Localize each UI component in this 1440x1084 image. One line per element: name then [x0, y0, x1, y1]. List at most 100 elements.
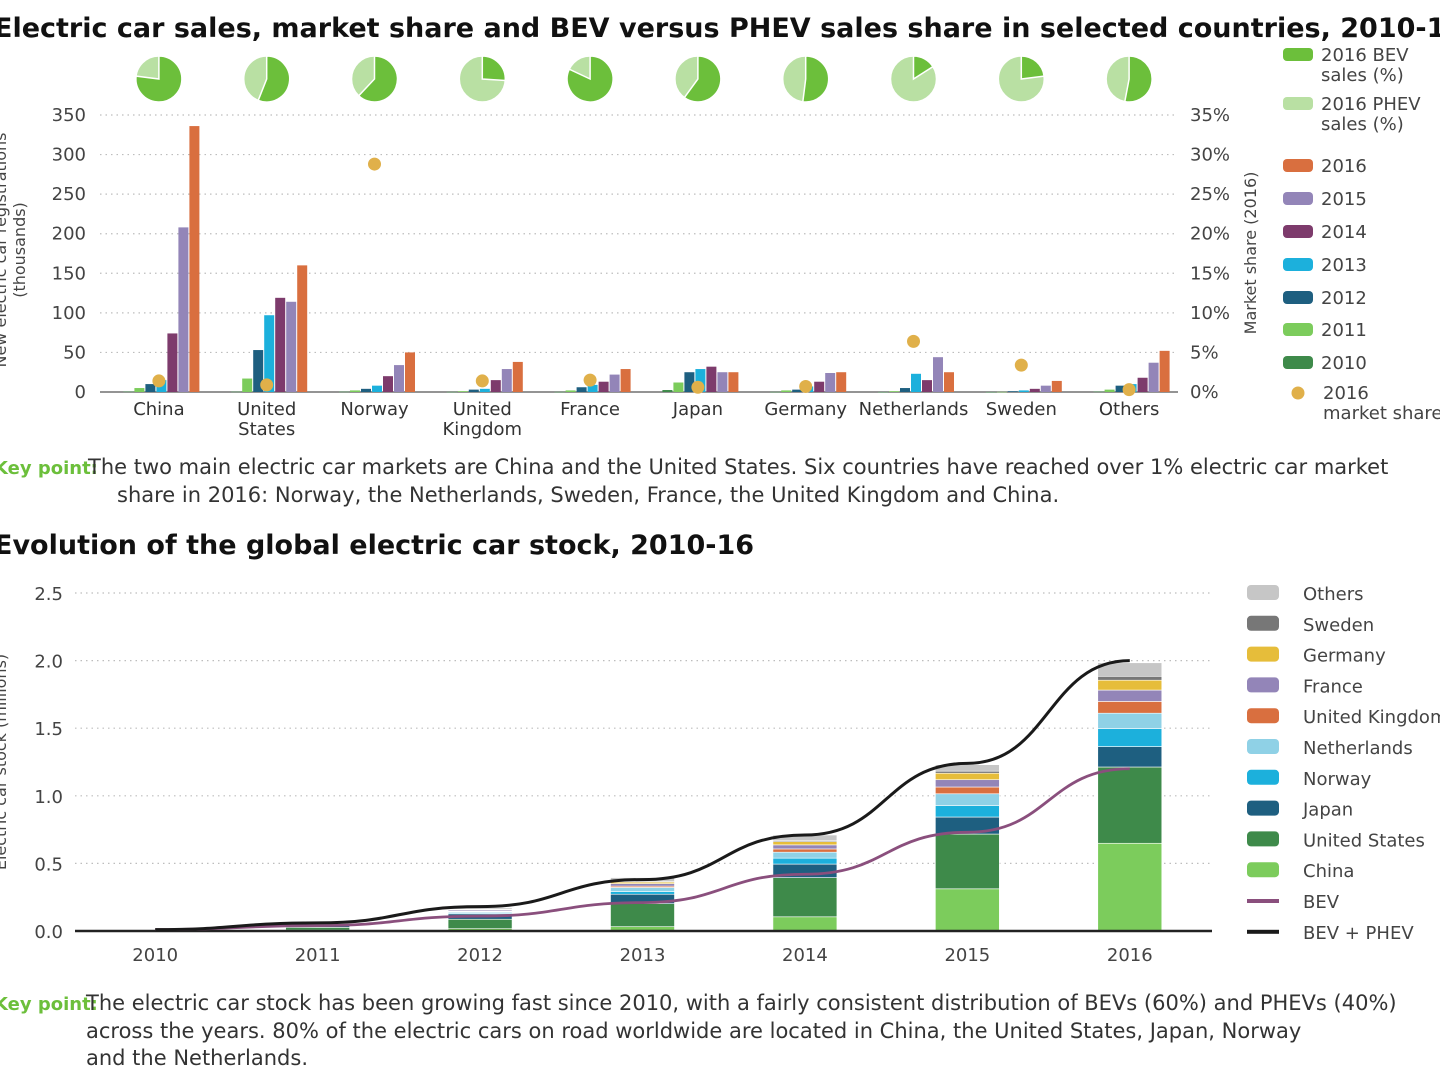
y-tick-label: 0.5	[34, 854, 63, 875]
bar-2011	[889, 391, 899, 392]
stack-japan	[1098, 747, 1162, 767]
legend-swatch	[1247, 831, 1279, 846]
legend-label: 2010	[1321, 353, 1367, 374]
legend-swatch	[1283, 356, 1313, 369]
y-tick-label: 0.0	[34, 922, 63, 943]
legend-label-line: sales (%)	[1321, 114, 1404, 135]
category-label-line: Japan	[672, 399, 723, 420]
stack-united-states	[448, 919, 512, 928]
bar-2015	[1041, 386, 1051, 392]
stack-germany	[773, 842, 837, 845]
sales-chart: 0501001502002503003500%5%10%15%20%25%30%…	[0, 45, 1440, 440]
legend-swatch	[1283, 97, 1313, 110]
market-share-dot	[1123, 383, 1136, 396]
y-tick-label: 2.0	[34, 652, 63, 673]
legend-label-line: market share	[1323, 403, 1440, 424]
legend-label: Sweden	[1303, 615, 1374, 636]
legend-label: 2013	[1321, 255, 1367, 276]
stack-norway	[773, 858, 837, 864]
category-label: Germany	[764, 399, 847, 420]
bar-2012	[577, 387, 587, 392]
bar-2016	[728, 372, 738, 392]
y-tick-label: 150	[52, 263, 86, 284]
legend-label: Netherlands	[1303, 738, 1413, 759]
bar-2016	[836, 372, 846, 392]
category-label-line: Germany	[764, 399, 847, 420]
bar-2010	[231, 392, 241, 393]
category-label: Norway	[340, 399, 409, 420]
stack-france	[1098, 690, 1162, 701]
bar-2012	[145, 384, 155, 392]
bar-2011	[350, 390, 360, 392]
legend-label: 2014	[1321, 222, 1367, 243]
stack-france	[611, 884, 675, 886]
category-label-line: Kingdom	[442, 419, 522, 440]
legend-swatch	[1283, 291, 1313, 304]
bar-2014	[599, 382, 609, 392]
bar-2012	[1008, 391, 1018, 392]
legend-swatch	[1247, 708, 1279, 723]
legend-label-line: 2013	[1321, 255, 1367, 276]
legend-swatch	[1247, 930, 1279, 934]
y-tick-label: 1.0	[34, 787, 63, 808]
category-label: France	[560, 399, 620, 420]
y-tick-label: 100	[52, 303, 86, 324]
legend-swatch	[1247, 739, 1279, 754]
legend-label: 2015	[1321, 189, 1367, 210]
stack-netherlands	[935, 794, 999, 806]
y2-tick-label: 15%	[1190, 263, 1230, 284]
pie-bev-slice	[1125, 56, 1152, 102]
y-tick-label: 1.5	[34, 719, 63, 740]
market-share-dot	[799, 380, 812, 393]
legend-swatch	[1283, 225, 1313, 238]
y-tick-label: 2.5	[34, 584, 63, 605]
legend-label: United Kingdom	[1303, 707, 1440, 728]
bar-2016	[944, 372, 954, 392]
y-axis-title-line: New electric car registrations	[0, 132, 10, 367]
legend-label-line: 2016	[1323, 383, 1369, 404]
legend-label: France	[1303, 676, 1363, 697]
bar-2016	[189, 126, 199, 392]
bar-2016	[405, 352, 415, 392]
legend-label: 2011	[1321, 320, 1367, 341]
y-axis-title: Electric car stock (millions)	[0, 654, 10, 870]
key-point-2-line-2: across the years. 80% of the electric ca…	[86, 1019, 1301, 1043]
category-label: China	[133, 399, 184, 420]
y-tick-label: 300	[52, 145, 86, 166]
legend-label: Japan	[1302, 800, 1353, 821]
stack-china	[1098, 843, 1162, 931]
stack-united-states	[773, 878, 837, 917]
legend-label-line: 2011	[1321, 320, 1367, 341]
bar-2014	[922, 380, 932, 392]
y2-tick-label: 25%	[1190, 184, 1230, 205]
stack-netherlands	[611, 887, 675, 891]
bar-2016	[297, 265, 307, 392]
y-tick-label: 200	[52, 224, 86, 245]
pie-bev-slice	[1021, 56, 1044, 79]
market-share-dot	[907, 335, 920, 348]
bar-2016	[1052, 381, 1062, 392]
key-point-2-line-3: and the Netherlands.	[86, 1046, 308, 1070]
bar-2014	[383, 376, 393, 392]
legend-swatch	[1247, 862, 1279, 877]
legend-label-line: 2016	[1321, 156, 1367, 177]
bar-2015	[286, 302, 296, 392]
pie-bev-slice	[803, 56, 829, 102]
bar-2015	[717, 372, 727, 392]
x-tick-label: 2013	[620, 945, 666, 966]
category-label: Sweden	[986, 399, 1057, 420]
bar-2016	[513, 362, 523, 392]
legend-label-line: 2010	[1321, 353, 1367, 374]
bar-2011	[781, 390, 791, 392]
stack-norway	[935, 806, 999, 817]
legend-swatch	[1247, 585, 1279, 600]
stack-sweden	[935, 771, 999, 773]
legend-swatch	[1247, 616, 1279, 631]
stack-norway	[1098, 728, 1162, 746]
bar-2016	[1160, 351, 1170, 392]
y2-tick-label: 30%	[1190, 145, 1230, 166]
legend-label: Norway	[1303, 769, 1372, 790]
